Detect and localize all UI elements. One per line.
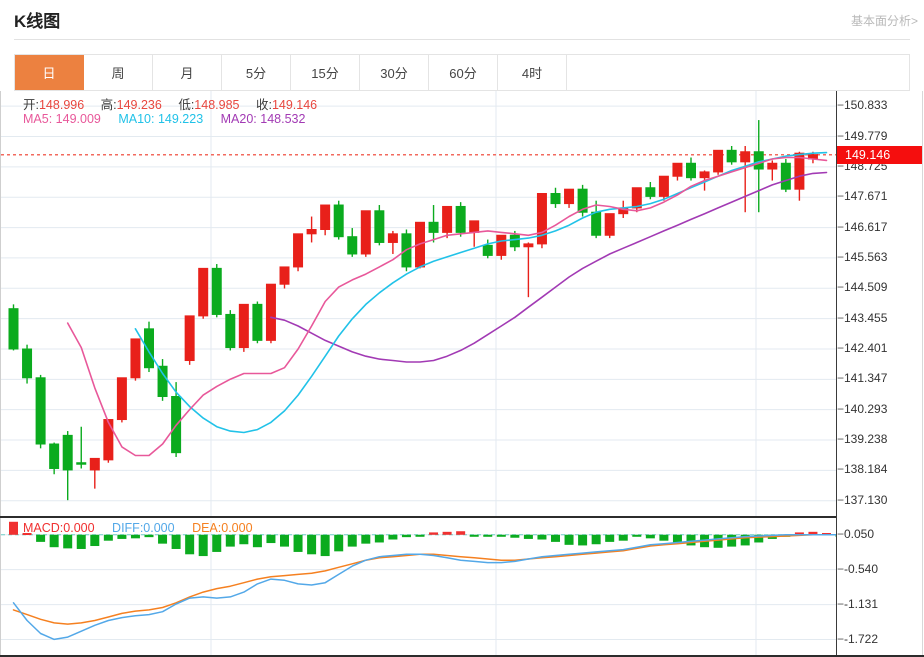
macd-label: MACD: [23, 521, 64, 535]
price-tick-4: −146.617 [837, 219, 888, 234]
tab-5[interactable]: 30分 [360, 55, 429, 90]
price-tick-7: −143.455 [837, 310, 888, 325]
panel-divider [0, 516, 836, 518]
macd-legend: MACD:0.000 DIFF:0.000 DEA:0.000 [23, 521, 267, 535]
ma5-label: MA5: [23, 112, 53, 126]
plot-left-border [0, 91, 1, 657]
macd-tick-1: −-0.540 [837, 561, 879, 576]
ma10-label: MA10: [118, 112, 155, 126]
macd-svg [1, 520, 836, 656]
tab-4[interactable]: 15分 [291, 55, 360, 90]
close-value: 149.146 [271, 98, 318, 112]
fundamental-analysis-link[interactable]: 基本面分析> [850, 14, 918, 28]
price-tick-9: −141.347 [837, 371, 888, 386]
tabbar-filler [567, 55, 909, 90]
macd-value: 0.000 [63, 521, 95, 535]
dea-value: 0.000 [221, 521, 253, 535]
chart-area: 开:148.996 高:149.236 低:148.985 收:149.146 … [0, 91, 924, 657]
price-tick-0: −150.833 [837, 98, 888, 113]
ma10-value: 149.223 [157, 112, 204, 126]
high-value: 149.236 [116, 98, 162, 112]
candlestick-panel[interactable]: 开:148.996 高:149.236 低:148.985 收:149.146 … [1, 91, 836, 516]
diff-label: DIFF: [112, 521, 144, 535]
price-axis: −150.833 −149.779 −148.725 −147.671 −146.617… [837, 91, 924, 516]
price-tick-12: −138.184 [837, 462, 888, 477]
tab-7[interactable]: 4时 [498, 55, 567, 90]
page-header: K线图 基本面分析> [0, 0, 924, 40]
price-tick-11: −139.238 [837, 432, 888, 447]
open-label: 开: [23, 98, 39, 112]
macd-tick-2: −-1.131 [837, 596, 879, 611]
axis-separator [836, 91, 837, 657]
page-title: K线图 [14, 12, 61, 31]
ma20-value: 148.532 [260, 112, 306, 126]
current-price-badge: 149.146 [837, 145, 922, 164]
tab-2[interactable]: 月 [153, 55, 222, 90]
chart-right-border [922, 91, 923, 657]
macd-tick-0: −0.050 [837, 526, 875, 541]
price-tick-10: −140.293 [837, 401, 888, 416]
ma5-value: 149.009 [55, 112, 101, 126]
tab-3[interactable]: 5分 [222, 55, 291, 90]
close-label: 收: [255, 98, 272, 112]
price-tick-13: −137.130 [837, 492, 888, 507]
macd-panel[interactable]: MACD:0.000 DIFF:0.000 DEA:0.000 [1, 520, 836, 656]
moving-average-legend: MA5: 149.009 MA10: 149.223 MA20: 148.532 [23, 112, 319, 126]
tab-0[interactable]: 日 [15, 55, 84, 90]
low-value: 148.985 [194, 98, 240, 112]
tab-6[interactable]: 60分 [429, 55, 498, 90]
price-tick-3: −147.671 [837, 189, 888, 204]
price-tick-8: −142.401 [837, 340, 888, 355]
price-tick-5: −145.563 [837, 249, 888, 264]
ohlc-legend: 开:148.996 高:149.236 低:148.985 收:149.146 [23, 94, 330, 113]
ma20-label: MA20: [220, 112, 257, 126]
price-tick-1: −149.779 [837, 128, 888, 143]
macd-value-axis: −0.050 −-0.540 −-1.131 −-1.722 [837, 520, 924, 656]
price-tick-6: −144.509 [837, 280, 888, 295]
chart-bottom-border [0, 655, 924, 657]
tab-1[interactable]: 周 [84, 55, 153, 90]
open-value: 148.996 [38, 98, 85, 112]
diff-value: 0.000 [143, 521, 175, 535]
low-label: 低: [178, 98, 195, 112]
timeframe-tabbar: 日周月 5分 15分 30分 60分 4时 [14, 54, 910, 91]
candlestick-svg [1, 91, 836, 516]
macd-tick-3: −-1.722 [837, 631, 879, 646]
high-label: 高: [100, 98, 117, 112]
dea-label: DEA: [192, 521, 222, 535]
header-divider [14, 39, 910, 40]
